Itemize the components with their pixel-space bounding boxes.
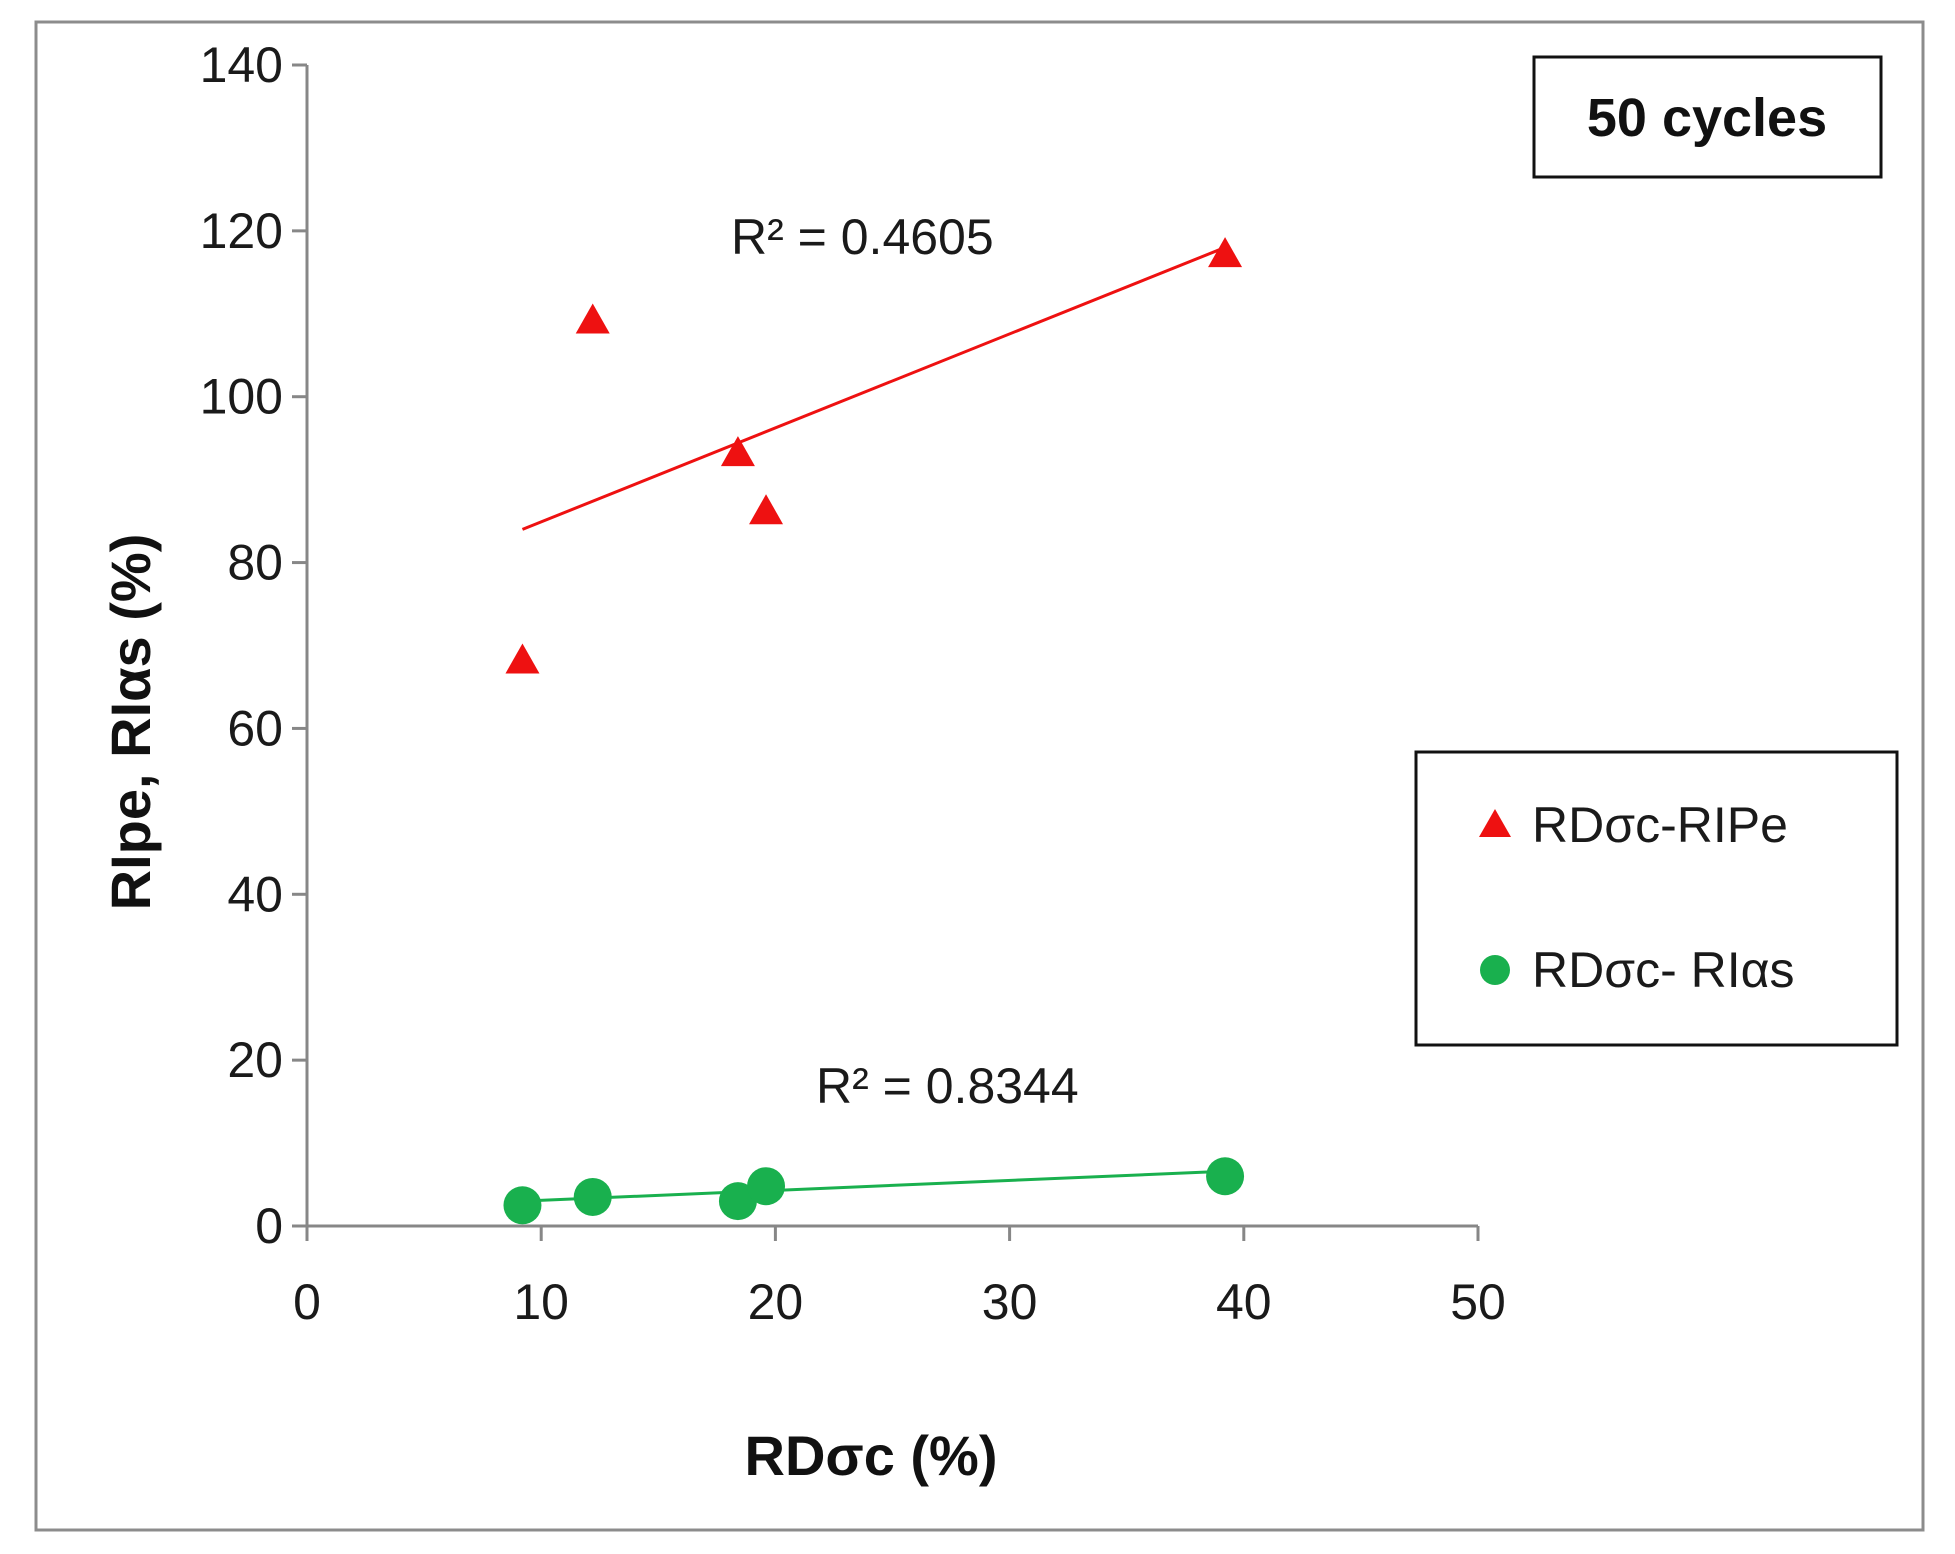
- x-tick-label: 10: [513, 1274, 569, 1330]
- y-tick-label: 100: [200, 369, 283, 425]
- data-point-ripe: [505, 643, 540, 674]
- cycles-box: 50 cycles: [1532, 55, 1883, 179]
- data-point-rias: [1206, 1157, 1245, 1196]
- y-axis-title: RIpe, RIαs (%): [99, 534, 162, 911]
- x-tick-label: 20: [748, 1274, 804, 1330]
- data-point-ripe: [720, 436, 755, 467]
- data-point-rias: [503, 1186, 542, 1225]
- data-point-rias: [747, 1167, 786, 1206]
- legend-frame: [1414, 750, 1899, 1047]
- y-tick-label: 40: [227, 866, 283, 922]
- cycles-box-frame: [1532, 55, 1883, 179]
- y-tick-label: 20: [227, 1032, 283, 1088]
- legend-triangle-icon: [1479, 809, 1511, 837]
- trendline-ripe: [521, 246, 1226, 531]
- y-tick-label: 60: [227, 700, 283, 756]
- trendlines: [521, 246, 1226, 1203]
- y-tick-label: 140: [200, 37, 283, 93]
- data-points: [503, 237, 1245, 1225]
- y-tick-label: 120: [200, 203, 283, 259]
- data-point-ripe: [575, 303, 610, 334]
- axes: 0 20 40 60 80 100 120 140 0 10 20 30 40 50: [200, 37, 1506, 1330]
- x-tick-label: 0: [293, 1274, 321, 1330]
- y-tick-label: 80: [227, 535, 283, 591]
- data-point-rias: [573, 1177, 612, 1216]
- data-point-rias: [718, 1182, 757, 1221]
- x-tick-label: 50: [1450, 1274, 1506, 1330]
- x-tick-label: 30: [982, 1274, 1038, 1330]
- legend-label-rias: RDσc- RIαs: [1532, 942, 1795, 998]
- r2-annotation-ripe: R² = 0.4605: [731, 209, 994, 265]
- legend: RDσc-RIPe RDσc- RIαs: [1414, 750, 1899, 1047]
- cycles-box-label: 50 cycles: [1587, 88, 1827, 148]
- data-point-ripe: [1208, 237, 1243, 268]
- legend-label-ripe: RDσc-RIPe: [1532, 797, 1788, 853]
- x-axis-title: RDσc (%): [745, 1424, 998, 1487]
- trendline-rias: [522, 1169, 1226, 1203]
- legend-circle-icon: [1480, 955, 1510, 985]
- y-tick-label: 0: [255, 1198, 283, 1254]
- x-tick-label: 40: [1216, 1274, 1272, 1330]
- data-point-ripe: [749, 494, 784, 525]
- r2-annotation-rias: R² = 0.8344: [816, 1058, 1079, 1114]
